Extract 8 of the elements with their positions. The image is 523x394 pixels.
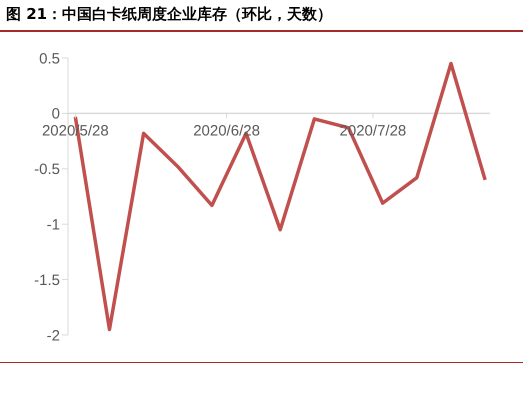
y-tick-label: -0.5 <box>34 161 60 178</box>
y-tick-label: -1.5 <box>34 272 60 289</box>
y-tick-label: 0.5 <box>39 50 60 68</box>
y-tick-label: -1 <box>46 216 60 234</box>
y-tick-label: 0 <box>52 106 60 123</box>
y-tick-label: -2 <box>46 327 60 344</box>
x-tick-label: 2020/6/28 <box>193 122 260 140</box>
chart-title: 图 21：中国白卡纸周度企业库存（环比，天数） <box>6 5 332 24</box>
